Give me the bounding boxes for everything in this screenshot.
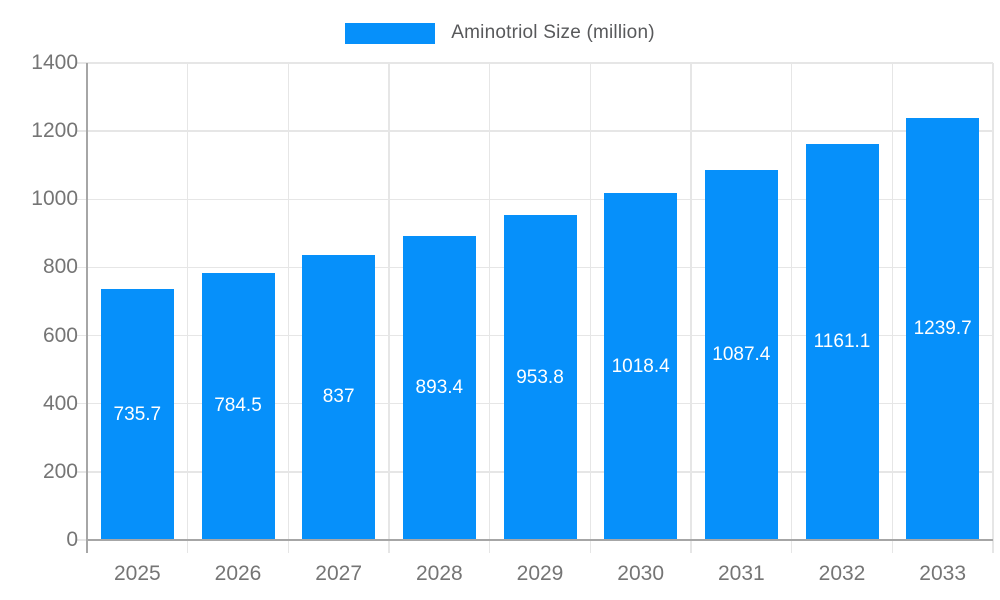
y-axis-label: 800 (42, 255, 78, 279)
bar (805, 144, 879, 540)
y-axis-label: 1200 (31, 119, 78, 143)
gridline-horizontal (87, 198, 993, 201)
y-axis-label: 1400 (31, 51, 78, 74)
y-tick-mark (76, 62, 87, 64)
bar-value-label: 784.5 (214, 395, 262, 417)
y-axis-label: 1000 (31, 187, 78, 211)
x-axis-label: 2026 (214, 562, 262, 585)
gridline-vertical (589, 63, 592, 553)
legend-label: Aminotriol Size (million) (451, 22, 655, 43)
x-axis-line (87, 539, 993, 541)
bar (402, 235, 476, 540)
y-axis-label: 200 (42, 459, 78, 483)
bar-value-label: 893.4 (415, 376, 464, 398)
x-axis-label: 2033 (919, 562, 967, 585)
bar (503, 215, 577, 540)
bar-value-label: 953.8 (516, 366, 564, 388)
x-axis-label: 2032 (818, 562, 866, 585)
x-axis-label: 2027 (315, 562, 363, 585)
x-axis-label: 2031 (717, 562, 765, 585)
bar (604, 193, 678, 540)
y-tick-mark (76, 539, 87, 541)
legend-swatch (345, 22, 436, 44)
y-axis-line (86, 63, 88, 553)
x-axis-label: 2028 (415, 562, 463, 585)
bar (302, 254, 376, 540)
y-tick-mark (76, 130, 87, 132)
x-axis-label: 2030 (617, 562, 665, 585)
y-tick-mark (76, 471, 87, 473)
bar (906, 117, 980, 540)
gridline-vertical (992, 63, 994, 553)
legend: Aminotriol Size (million) (0, 22, 1000, 44)
y-tick-mark (76, 402, 87, 405)
bar (201, 272, 275, 540)
bar (100, 289, 174, 540)
x-axis-label: 2025 (113, 562, 161, 585)
gridline-horizontal (87, 130, 993, 132)
y-axis-label: 400 (42, 391, 78, 415)
y-tick-mark (76, 266, 87, 269)
bar-value-label: 1018.4 (611, 355, 670, 377)
gridline-vertical (287, 63, 290, 553)
x-axis-label: 2029 (516, 562, 564, 585)
bar-value-label: 1239.7 (913, 317, 972, 339)
bar-value-label: 1087.4 (712, 343, 771, 365)
bar-value-label: 735.7 (113, 403, 162, 425)
gridline-vertical (488, 63, 491, 553)
y-axis-label: 0 (66, 528, 78, 551)
gridline-vertical (891, 63, 894, 553)
bar-value-label: 837 (322, 386, 355, 408)
y-axis-label: 600 (42, 323, 78, 347)
gridline-vertical (790, 63, 793, 553)
y-tick-mark (76, 334, 87, 337)
bar (704, 169, 778, 540)
bar-value-label: 1161.1 (813, 331, 871, 353)
y-tick-mark (76, 198, 87, 201)
gridline-horizontal (87, 62, 993, 64)
gridline-vertical (388, 63, 390, 553)
gridline-vertical (186, 63, 189, 553)
gridline-vertical (690, 63, 692, 553)
